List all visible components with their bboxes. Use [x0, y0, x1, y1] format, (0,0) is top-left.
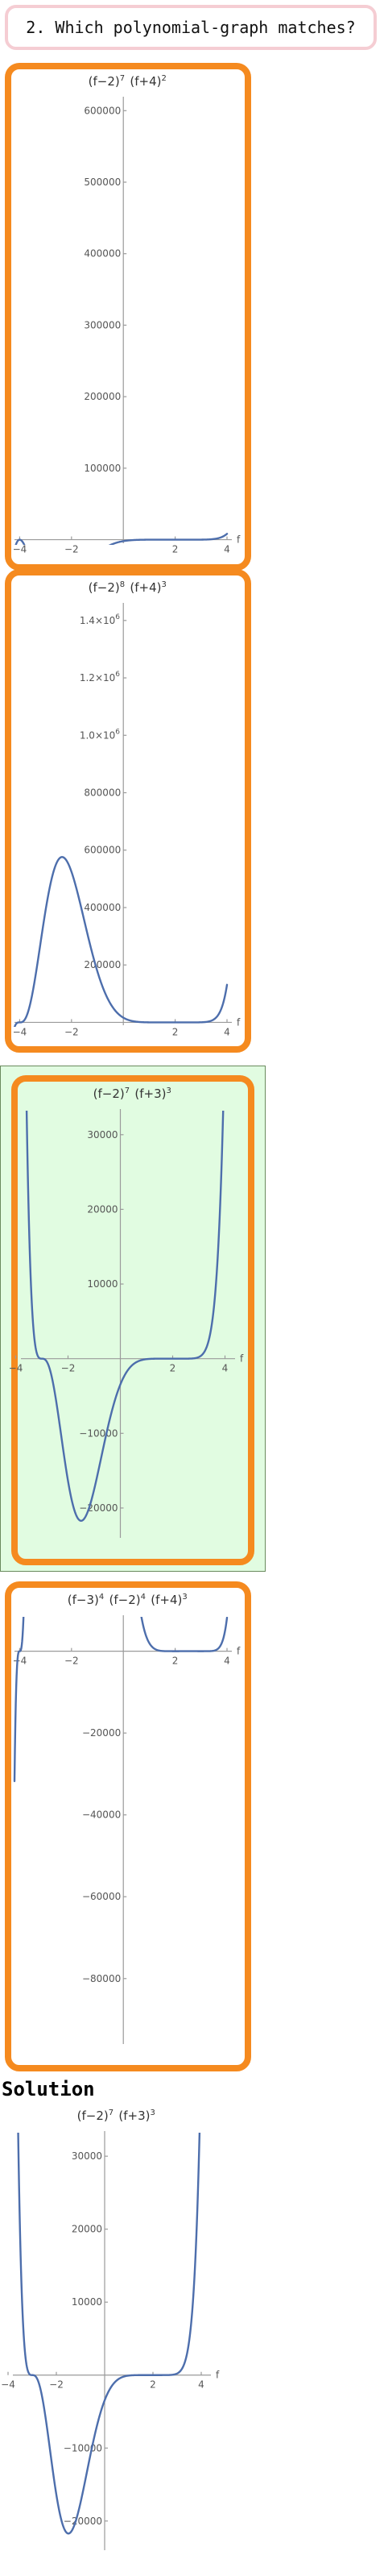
question-box: 2. Which polynomial-graph matches?	[5, 5, 377, 50]
chart-title: (f−2)7 (f+3)3	[77, 2109, 157, 2123]
x-tick-label: 4	[222, 1363, 229, 1374]
y-tick-label: −10000	[64, 2442, 102, 2453]
x-tick-label: −2	[64, 1026, 79, 1037]
solution-heading: Solution	[2, 2078, 95, 2100]
choice-a-plot: (f−2)7 (f+4)2 f −4 −2 2 4 100000 200000 300000 4…	[13, 74, 241, 555]
x-axis-label: f	[216, 2370, 220, 2381]
polynomial-curve	[13, 856, 229, 1027]
y-tick-label: 10000	[87, 1278, 118, 1290]
x-tick-label: 2	[172, 1026, 179, 1037]
x-tick-label: 4	[224, 544, 230, 555]
y-tick-label: −40000	[82, 1809, 121, 1821]
x-axis-label: f	[237, 1646, 241, 1657]
question-text: 2. Which polynomial-graph matches?	[26, 18, 356, 37]
y-tick-label: −20000	[79, 1502, 118, 1514]
y-tick-label: −20000	[64, 2516, 102, 2527]
y-tick-label: 800000	[84, 787, 121, 799]
x-tick-label: 2	[172, 544, 179, 555]
solution-plot: (f−2)7 (f+3)3 f −4 −2 2 4 −20000 −10000 10000 20…	[1, 2109, 220, 2550]
y-tick-label: 20000	[72, 2224, 102, 2235]
y-tick-label: 200000	[84, 391, 121, 402]
chart-title: (f−2)8 (f+4)3	[89, 580, 168, 595]
x-axis-label: f	[237, 534, 241, 546]
x-tick-label: −2	[49, 2379, 64, 2391]
choice-c-frame[interactable]	[11, 1075, 254, 1565]
x-tick-label: −4	[13, 1656, 27, 1667]
polynomial-curve	[25, 1111, 225, 1523]
y-tick-label: 1.2×106	[80, 671, 121, 683]
y-tick-label: 600000	[84, 845, 121, 856]
x-tick-label: −2	[61, 1363, 76, 1374]
y-tick-label: −80000	[82, 1973, 121, 1984]
x-tick-label: 4	[224, 1026, 230, 1037]
x-axis-label: f	[240, 1353, 244, 1365]
x-tick-label: 2	[170, 1363, 176, 1374]
y-tick-label: 500000	[84, 177, 121, 188]
choice-d-plot: (f−3)4 (f−2)4 (f+4)3 f −4 −2 2 4 −80000 −60000…	[13, 1593, 241, 2044]
y-tick-label: 30000	[87, 1129, 118, 1141]
chart-title: (f−2)7 (f+4)2	[89, 74, 168, 89]
x-tick-label: 4	[224, 1656, 230, 1667]
choice-c-plot: (f−2)7 (f+3)3 f −4 −2 2 4 −20000 −10000 10000 20…	[9, 1086, 244, 1538]
x-tick-label: −2	[64, 1656, 79, 1667]
y-tick-label: 1.4×106	[80, 613, 121, 626]
choice-b-plot: (f−2)8 (f+4)3 f −4 −2 2 4 200000 400000 600000 8…	[13, 580, 241, 1037]
y-tick-label: 200000	[84, 959, 121, 970]
x-tick-label: −4	[1, 2379, 15, 2391]
y-tick-label: 30000	[72, 2150, 102, 2162]
polynomial-curve	[13, 1617, 229, 1783]
y-tick-label: 100000	[84, 463, 121, 474]
y-tick-label: 20000	[87, 1203, 118, 1215]
y-tick-label: 400000	[84, 902, 121, 913]
y-tick-label: −10000	[79, 1427, 118, 1439]
x-tick-label: −4	[13, 1026, 27, 1037]
y-tick-label: 10000	[72, 2296, 102, 2308]
choice-d-frame[interactable]	[5, 1581, 251, 2071]
polynomial-curve	[14, 533, 229, 545]
x-tick-label: 2	[172, 1656, 179, 1667]
y-tick-label: 1.0×106	[80, 728, 121, 741]
y-tick-label: −20000	[82, 1727, 121, 1739]
x-tick-label: 2	[150, 2379, 156, 2391]
choice-b-frame[interactable]	[5, 569, 251, 1053]
y-tick-label: 400000	[84, 248, 121, 260]
x-tick-label: −4	[9, 1363, 23, 1374]
x-tick-label: 4	[198, 2379, 204, 2391]
x-axis-label: f	[237, 1016, 241, 1028]
y-tick-label: 600000	[84, 105, 121, 116]
chart-title: (f−2)7 (f+3)3	[93, 1086, 173, 1101]
x-tick-label: −2	[64, 544, 79, 555]
choice-a-frame[interactable]	[5, 63, 251, 571]
x-tick-label: −4	[13, 544, 27, 555]
polynomial-curve	[17, 2133, 201, 2535]
y-tick-label: −60000	[82, 1891, 121, 1902]
y-tick-label: 300000	[84, 319, 121, 330]
chart-title: (f−3)4 (f−2)4 (f+4)3	[68, 1593, 188, 1607]
